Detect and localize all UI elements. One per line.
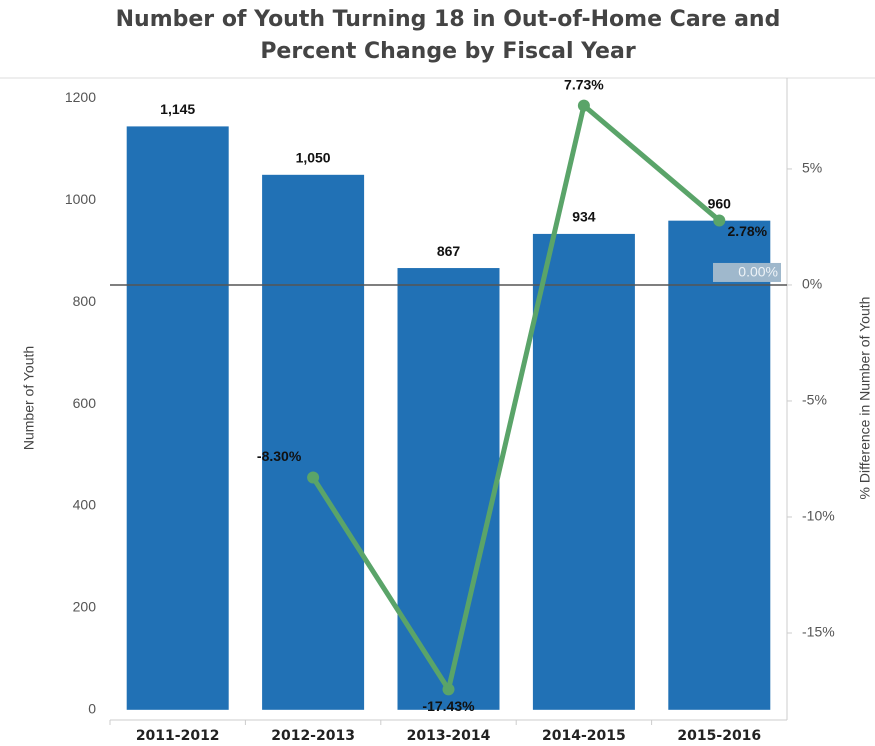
chart-title: Number of Youth Turning 18 in Out-of-Hom… <box>116 7 781 32</box>
y-tick-label: 800 <box>73 293 97 309</box>
bar <box>532 233 635 710</box>
reference-label-bg <box>713 262 781 282</box>
y-tick-label: 1000 <box>65 191 96 207</box>
y-tick-label: 400 <box>73 497 97 513</box>
bar <box>126 126 229 710</box>
x-tick-label: 2014-2015 <box>542 728 626 744</box>
y2-tick-label: -15% <box>802 624 835 640</box>
bar <box>668 220 771 710</box>
line-point <box>442 683 455 696</box>
y2-tick-label: 5% <box>802 160 822 176</box>
y2-tick-label: -5% <box>802 392 827 408</box>
line-point <box>307 471 320 484</box>
line-label: 2.78% <box>727 223 767 239</box>
y-tick-label: 1200 <box>65 89 96 105</box>
x-tick-label: 2015-2016 <box>677 728 761 744</box>
chart-title: Percent Change by Fiscal Year <box>260 39 636 64</box>
line-label: -8.30% <box>257 448 302 464</box>
x-tick-label: 2013-2014 <box>407 728 491 744</box>
bar <box>397 268 500 710</box>
bar-label: 934 <box>572 209 596 225</box>
line-label: -17.43% <box>422 698 475 714</box>
y2-tick-label: 0% <box>802 276 822 292</box>
bar-label: 960 <box>708 195 732 211</box>
bar-label: 867 <box>437 243 461 259</box>
y-tick-label: 600 <box>73 395 97 411</box>
y2-tick-label: -10% <box>802 508 835 524</box>
y-axis-title: Number of Youth <box>21 346 37 450</box>
y2-axis-title: % Difference in Number of Youth <box>857 297 873 500</box>
x-tick-label: 2012-2013 <box>271 728 355 744</box>
line-label: 7.73% <box>564 76 604 92</box>
line-point <box>713 214 726 227</box>
x-tick-label: 2011-2012 <box>136 728 220 744</box>
bar-label: 1,050 <box>296 150 331 166</box>
line-point <box>577 99 590 112</box>
y-tick-label: 200 <box>73 599 97 615</box>
y-tick-label: 0 <box>88 701 96 717</box>
reference-label: 0.00% <box>738 264 778 280</box>
line <box>310 103 721 692</box>
bar <box>262 174 365 710</box>
bar-label: 1,145 <box>160 101 195 117</box>
